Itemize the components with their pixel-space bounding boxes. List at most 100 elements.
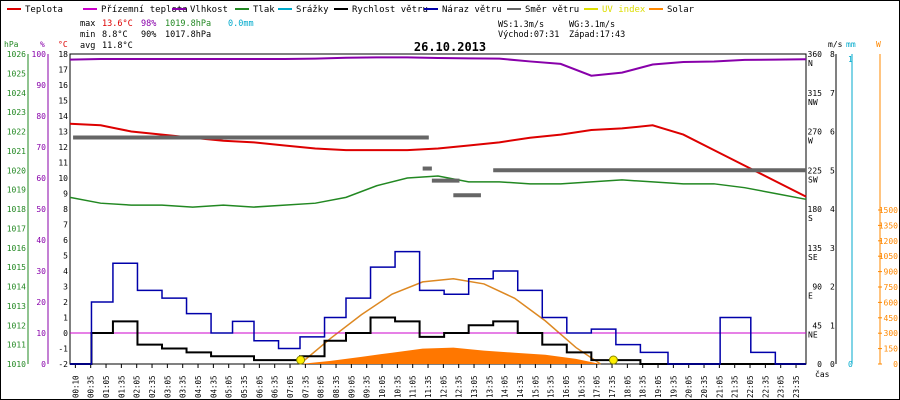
stat-max-temp: 13.6°C <box>102 19 133 29</box>
tick-celsius-6: 12 <box>58 143 68 152</box>
tick-time-45: 22:35 <box>761 375 770 398</box>
tick-percent-3: 70 <box>36 143 46 152</box>
tick-time-10: 05:05 <box>225 375 234 398</box>
series-lines <box>69 56 807 365</box>
tick-time-0: 00:10 <box>71 375 80 398</box>
tick-time-44: 22:05 <box>746 375 755 398</box>
tick-celsius-18: 0 <box>63 329 68 338</box>
legend-label-smer-vetru: Směr větru <box>525 5 579 15</box>
tick-time-17: 08:35 <box>332 375 341 398</box>
tick-percent-6: 40 <box>36 236 46 245</box>
tick-direction-2: W <box>808 137 813 146</box>
tick-celsius-19: -1 <box>58 345 68 354</box>
axis-ticks: 1026102510241023102210211020101910181017… <box>7 50 898 398</box>
tick-time-5: 02:35 <box>148 375 157 398</box>
tick-ms-0: 8 <box>830 50 835 59</box>
tick-hpa-4: 1022 <box>7 128 26 137</box>
legend-label-vlhkost: Vlhkost <box>190 5 228 15</box>
tick-watt-2: 1200 <box>879 237 898 246</box>
tick-celsius-1: 17 <box>58 66 68 75</box>
legend: Teplota Přízemní teplota Vlhkost Tlak Sr… <box>7 5 695 15</box>
tick-celsius-20: -2 <box>58 360 68 369</box>
tick-time-23: 11:35 <box>424 375 433 398</box>
tick-percent-1: 90 <box>36 81 46 90</box>
legend-item-uv-index: UV index <box>584 5 646 15</box>
x-axis-label: čas <box>815 369 830 379</box>
tick-time-1: 00:35 <box>87 375 96 398</box>
humidity-line <box>69 56 807 77</box>
tick-time-21: 10:35 <box>393 375 402 398</box>
tick-time-18: 09:05 <box>347 375 356 398</box>
tick-time-37: 18:35 <box>639 375 648 398</box>
unit-ms: m/s <box>828 40 843 49</box>
legend-label-prizemni-teplota: Přízemní teplota <box>101 5 188 15</box>
tick-celsius-10: 8 <box>63 205 68 214</box>
tick-degree-0: 360 <box>808 50 823 59</box>
unit-mm: mm <box>846 40 856 49</box>
legend-label-tlak: Tlak <box>253 5 275 15</box>
stat-wind-gust: WG:3.1m/s <box>569 20 615 30</box>
unit-celsius: °C <box>58 40 68 49</box>
tick-celsius-9: 9 <box>63 190 68 199</box>
tick-hpa-3: 1023 <box>7 108 26 117</box>
tick-time-9: 04:35 <box>209 375 218 398</box>
legend-item-srazky: Srážky <box>278 5 329 15</box>
tick-time-30: 15:05 <box>531 375 540 398</box>
tick-celsius-11: 7 <box>63 221 68 230</box>
tick-time-19: 09:35 <box>363 375 372 398</box>
tick-time-32: 16:05 <box>562 375 571 398</box>
legend-label-teplota: Teplota <box>25 5 63 15</box>
tick-time-3: 01:35 <box>117 375 126 398</box>
stat-wind-speed: WS:1.3m/s <box>498 20 544 30</box>
tick-direction-1: NW <box>808 98 818 107</box>
tick-hpa-9: 1017 <box>7 224 26 233</box>
tick-celsius-12: 6 <box>63 236 68 245</box>
tick-time-34: 17:05 <box>593 375 602 398</box>
tick-direction-4: S <box>808 214 813 223</box>
tick-time-41: 20:35 <box>700 375 709 398</box>
tick-percent-0: 100 <box>32 50 47 59</box>
legend-item-teplota: Teplota <box>7 5 63 15</box>
tick-time-33: 16:35 <box>577 375 586 398</box>
legend-label-naraz-vetru: Náraz větru <box>442 5 502 15</box>
stat-sunrise: Východ:07:31 <box>498 30 559 40</box>
stat-min-humidity: 90% <box>141 30 156 40</box>
tick-time-12: 06:05 <box>255 375 264 398</box>
solar-theoretical-line <box>299 278 601 365</box>
legend-item-prizemni-teplota: Přízemní teplota <box>83 5 188 15</box>
tick-ms-4: 4 <box>830 205 835 214</box>
stat-avg-label: avg <box>80 41 95 51</box>
uv-point-0 <box>296 355 306 365</box>
tick-time-14: 07:05 <box>286 375 295 398</box>
tick-time-20: 10:05 <box>378 375 387 398</box>
tick-time-4: 02:05 <box>133 375 142 398</box>
tick-ms-7: 1 <box>830 321 835 330</box>
tick-direction-5: SE <box>808 253 818 262</box>
legend-item-tlak: Tlak <box>235 5 275 15</box>
tick-percent-2: 80 <box>36 112 46 121</box>
tick-ms-1: 7 <box>830 89 835 98</box>
tick-hpa-12: 1014 <box>7 283 26 292</box>
tick-direction-3: SW <box>808 175 818 184</box>
stat-min-temp: 8.8°C <box>102 30 128 40</box>
wind-direction-series <box>73 135 806 198</box>
stat-max-humidity: 98% <box>141 19 156 29</box>
tick-hpa-2: 1024 <box>7 89 26 98</box>
tick-time-28: 14:05 <box>501 375 510 398</box>
tick-degree-5: 135 <box>808 244 823 253</box>
tick-hpa-7: 1019 <box>7 186 26 195</box>
tick-degree-4: 180 <box>808 205 823 214</box>
tick-hpa-11: 1015 <box>7 263 26 272</box>
tick-celsius-3: 15 <box>58 97 68 106</box>
tick-celsius-0: 18 <box>58 50 68 59</box>
tick-time-42: 21:05 <box>715 375 724 398</box>
tick-ms-3: 5 <box>830 166 835 175</box>
tick-degree-6: 90 <box>812 283 822 292</box>
tick-celsius-4: 14 <box>58 112 68 121</box>
solar-area <box>300 347 601 364</box>
legend-label-rychlost-vetru: Rychlost větru <box>352 5 428 15</box>
stat-sunset: Západ:17:43 <box>569 30 625 40</box>
legend-item-smer-vetru: Směr větru <box>507 5 579 15</box>
wind-gust-line <box>70 250 806 365</box>
